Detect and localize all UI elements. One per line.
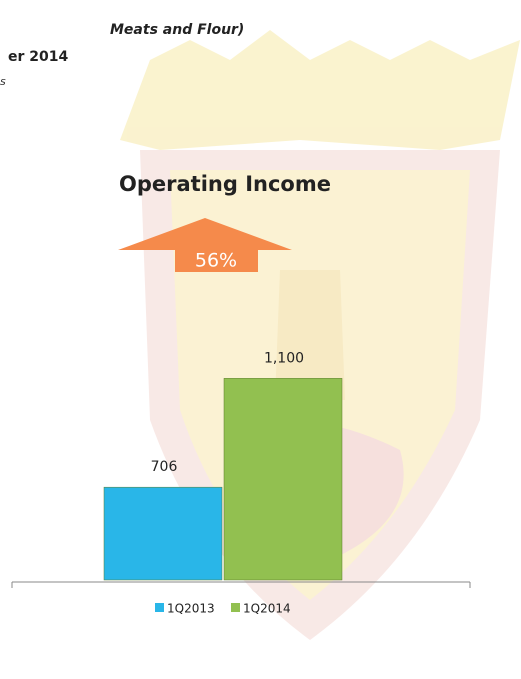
chart-title: Operating Income [119,172,331,196]
legend-label: 1Q2014 [243,602,291,616]
bar [104,487,222,580]
annotation: 56% [195,250,237,272]
header-unit: s [0,75,6,88]
value-label: 706 [151,459,178,475]
header-subtitle: Meats and Flour) [110,22,244,38]
value-label: 1,100 [264,350,304,366]
page: Meats and Flour) er 2014 s Operating Inc… [0,0,521,679]
legend-swatch [231,603,240,612]
header-period: er 2014 [8,49,68,65]
legend-label: 1Q2013 [167,602,215,616]
legend-swatch [155,603,164,612]
bar [224,378,342,580]
